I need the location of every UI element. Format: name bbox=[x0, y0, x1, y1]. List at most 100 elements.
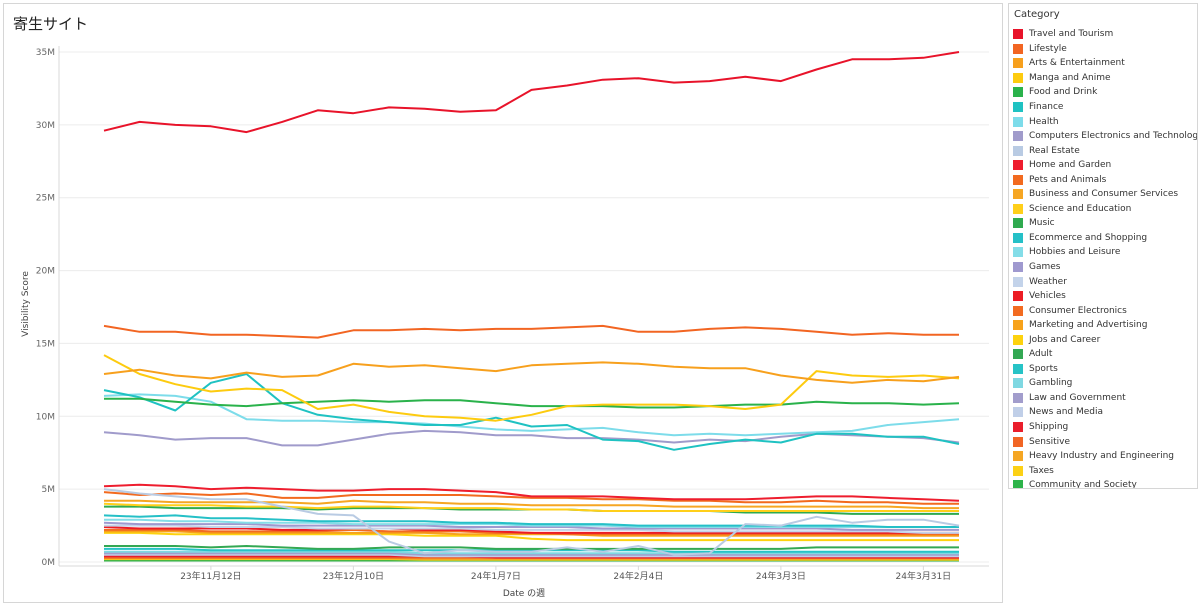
legend-item[interactable]: Law and Government bbox=[1013, 391, 1197, 406]
x-axis-title: Date の週 bbox=[503, 588, 545, 599]
legend-item[interactable]: Arts & Entertainment bbox=[1013, 56, 1197, 71]
line-chart[interactable]: 0M 5M 10M 15M 20M 25M 30M 35M 23年11月12日 23年12月10日… bbox=[4, 4, 1002, 602]
x-tick-label: 24年2月4日 bbox=[613, 570, 663, 582]
series-line-ecommerce-and-shopping[interactable] bbox=[103, 514, 959, 528]
series-line-finance[interactable] bbox=[103, 373, 960, 451]
legend-label: Adult bbox=[1029, 349, 1053, 360]
y-tick-label: 20M bbox=[36, 267, 55, 277]
series-line-pets-and-animals[interactable] bbox=[103, 491, 959, 505]
legend-label: Sports bbox=[1029, 363, 1058, 374]
series-line-health[interactable] bbox=[103, 393, 960, 437]
series-line-shipping[interactable] bbox=[104, 555, 959, 559]
series-line-real-estate[interactable] bbox=[103, 488, 960, 556]
legend-item[interactable]: Shipping bbox=[1013, 420, 1197, 435]
legend-swatch bbox=[1013, 349, 1023, 360]
legend-item[interactable]: Health bbox=[1013, 114, 1197, 129]
series-line-gambling[interactable] bbox=[104, 550, 959, 555]
legend-swatch bbox=[1013, 43, 1023, 54]
legend-item[interactable]: Finance bbox=[1013, 100, 1197, 115]
series-line-news-and-media[interactable] bbox=[104, 553, 959, 558]
legend-label: Law and Government bbox=[1029, 392, 1126, 403]
chart-title: 寄生サイト bbox=[13, 15, 89, 33]
series-line-lifestyle[interactable] bbox=[103, 324, 959, 339]
legend-swatch bbox=[1013, 72, 1023, 83]
legend-swatch bbox=[1013, 203, 1023, 214]
legend-item[interactable]: Real Estate bbox=[1013, 143, 1197, 158]
legend-swatch bbox=[1013, 189, 1023, 200]
series-line-jobs-and-career[interactable] bbox=[104, 531, 959, 542]
series-line-home-and-garden[interactable] bbox=[103, 483, 960, 502]
series-line-arts-entertainment[interactable] bbox=[103, 361, 960, 384]
y-tick-label: 15M bbox=[36, 339, 55, 349]
legend-swatch bbox=[1013, 58, 1023, 69]
legend-swatch bbox=[1013, 392, 1023, 403]
legend-swatch bbox=[1013, 174, 1023, 185]
series-line-science-and-education[interactable] bbox=[103, 502, 959, 512]
legend-list: Travel and Tourism Lifestyle Arts & Entert… bbox=[1013, 27, 1198, 488]
legend-item[interactable]: Games bbox=[1013, 260, 1197, 275]
legend-item[interactable]: Music bbox=[1013, 216, 1197, 231]
y-tick-label: 5M bbox=[42, 485, 56, 495]
series-line-hobbies-and-leisure[interactable] bbox=[104, 518, 959, 528]
legend-item[interactable]: Hobbies and Leisure bbox=[1013, 245, 1197, 260]
legend-label: Gambling bbox=[1029, 378, 1073, 389]
legend-item[interactable]: Gambling bbox=[1013, 376, 1197, 391]
legend-swatch bbox=[1013, 305, 1023, 316]
series-line-business-and-consumer-services[interactable] bbox=[104, 499, 959, 510]
legend-item[interactable]: Travel and Tourism bbox=[1013, 27, 1197, 42]
legend-item[interactable]: Computers Electronics and Technology bbox=[1013, 129, 1198, 144]
legend-item[interactable]: Manga and Anime bbox=[1013, 71, 1197, 86]
legend-label: Health bbox=[1029, 116, 1059, 127]
legend-item[interactable]: Home and Garden bbox=[1013, 158, 1197, 173]
legend-swatch bbox=[1013, 407, 1023, 418]
series-line-vehicles[interactable] bbox=[103, 526, 959, 534]
legend-label: Pets and Animals bbox=[1029, 174, 1107, 185]
legend-item[interactable]: Jobs and Career bbox=[1013, 332, 1197, 347]
legend-swatch bbox=[1013, 363, 1023, 374]
series-line-food-and-drink[interactable] bbox=[104, 397, 960, 409]
series-line-marketing-and-advertising[interactable] bbox=[104, 530, 959, 537]
legend-swatch bbox=[1013, 29, 1023, 40]
legend-item[interactable]: Vehicles bbox=[1013, 289, 1197, 304]
legend-swatch bbox=[1013, 422, 1023, 433]
series-line-weather[interactable] bbox=[104, 524, 959, 534]
series-line-manga-and-anime[interactable] bbox=[103, 354, 960, 422]
legend-swatch bbox=[1013, 320, 1023, 331]
legend-item[interactable]: Sensitive bbox=[1013, 434, 1197, 449]
legend-item[interactable]: Community and Society bbox=[1013, 478, 1197, 488]
legend-label: Hobbies and Leisure bbox=[1029, 247, 1121, 258]
legend-label: Music bbox=[1029, 218, 1055, 229]
legend-swatch bbox=[1013, 465, 1023, 476]
legend-item[interactable]: Adult bbox=[1013, 347, 1197, 362]
legend-item[interactable]: News and Media bbox=[1013, 405, 1197, 420]
legend-item[interactable]: Food and Drink bbox=[1013, 85, 1197, 100]
legend-label: Sensitive bbox=[1029, 436, 1071, 447]
legend-swatch bbox=[1013, 291, 1023, 302]
legend-item[interactable]: Taxes bbox=[1013, 463, 1197, 478]
legend-item[interactable]: Pets and Animals bbox=[1013, 172, 1197, 187]
legend-label: Finance bbox=[1029, 102, 1064, 112]
y-tick-label: 30M bbox=[36, 121, 55, 131]
legend-item[interactable]: Ecommerce and Shopping bbox=[1013, 231, 1197, 246]
legend-item[interactable]: Lifestyle bbox=[1013, 42, 1197, 57]
legend-label: Lifestyle bbox=[1029, 43, 1067, 54]
legend-label: Vehicles bbox=[1029, 291, 1066, 302]
x-tick-label: 24年3月31日 bbox=[896, 570, 952, 582]
legend-swatch bbox=[1013, 436, 1023, 447]
legend-label: Games bbox=[1029, 262, 1061, 273]
series-line-games[interactable] bbox=[103, 521, 959, 531]
legend-item[interactable]: Consumer Electronics bbox=[1013, 303, 1197, 318]
series-line-sports[interactable] bbox=[104, 547, 959, 553]
legend-item[interactable]: Science and Education bbox=[1013, 202, 1197, 217]
series-line-travel-and-tourism[interactable] bbox=[103, 51, 960, 134]
legend-label: Science and Education bbox=[1029, 203, 1132, 214]
series-line-law-and-government[interactable] bbox=[104, 552, 959, 556]
legend-item[interactable]: Weather bbox=[1013, 274, 1197, 289]
series-line-adult[interactable] bbox=[104, 545, 959, 550]
legend-item[interactable]: Marketing and Advertising bbox=[1013, 318, 1197, 333]
legend-label: Shipping bbox=[1029, 422, 1069, 433]
legend-label: Computers Electronics and Technology bbox=[1029, 131, 1198, 142]
legend-item[interactable]: Heavy Industry and Engineering bbox=[1013, 449, 1197, 464]
legend-item[interactable]: Business and Consumer Services bbox=[1013, 187, 1197, 202]
legend-item[interactable]: Sports bbox=[1013, 362, 1197, 377]
